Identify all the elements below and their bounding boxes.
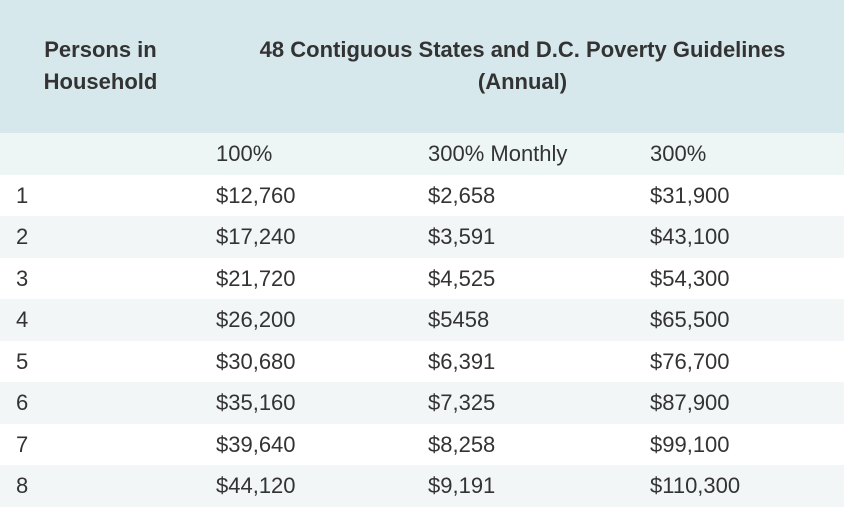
table-row: 3 $21,720 $4,525 $54,300 — [0, 257, 844, 299]
pct100-cell: $26,200 — [216, 307, 296, 332]
pct300-cell: $110,300 — [650, 473, 741, 498]
subheader-100-percent: 100% — [216, 141, 273, 166]
pct300-cell: $87,900 — [650, 390, 730, 415]
pct100-cell: $35,160 — [216, 390, 296, 415]
pct100-cell: $30,680 — [216, 348, 296, 374]
persons-cell: 4 — [16, 307, 29, 332]
monthly300-cell: $3,591 — [428, 224, 496, 249]
pct100-cell: $44,120 — [216, 473, 296, 498]
guidelines-header-line-2: (Annual) — [477, 69, 568, 94]
pct300-cell: $76,700 — [650, 348, 730, 374]
pct300-cell: $99,100 — [650, 431, 730, 457]
subheader-300-percent: 300% — [650, 141, 707, 166]
column-subheader-row: 100% 300% Monthly 300% — [0, 133, 844, 175]
persons-cell: 5 — [16, 348, 29, 374]
monthly300-cell: $4,525 — [428, 265, 496, 291]
pct300-cell: $54,300 — [650, 265, 730, 291]
monthly300-cell: $9,191 — [428, 473, 496, 498]
persons-cell: 8 — [16, 473, 29, 498]
poverty-guidelines-header: 48 Contiguous States and D.C. Poverty Gu… — [201, 34, 844, 98]
table-header: Persons in Household 48 Contiguous State… — [0, 0, 844, 133]
monthly300-cell: $7,325 — [428, 390, 496, 415]
pct100-cell: $12,760 — [216, 182, 296, 208]
persons-header-line-2: Household — [43, 69, 158, 94]
table-row: 6 $35,160 $7,325 $87,900 — [0, 382, 844, 424]
pct100-cell: $21,720 — [216, 265, 296, 291]
pct100-cell: $17,240 — [216, 224, 296, 249]
monthly300-cell: $5458 — [428, 307, 490, 332]
table-row: 5 $30,680 $6,391 $76,700 — [0, 340, 844, 382]
pct300-cell: $31,900 — [650, 182, 730, 208]
monthly300-cell: $6,391 — [428, 348, 496, 374]
table-row: 7 $39,640 $8,258 $99,100 — [0, 423, 844, 465]
persons-cell: 2 — [16, 224, 29, 249]
table-row: 1 $12,760 $2,658 $31,900 — [0, 174, 844, 216]
pct300-cell: $43,100 — [650, 224, 730, 249]
guidelines-header-line-1: 48 Contiguous States and D.C. Poverty Gu… — [259, 37, 786, 62]
table-row: 4 $26,200 $5458 $65,500 — [0, 299, 844, 341]
persons-cell: 7 — [16, 431, 29, 457]
subheader-300-percent-monthly: 300% Monthly — [428, 141, 568, 166]
persons-cell: 1 — [16, 182, 29, 208]
persons-cell: 3 — [16, 265, 29, 291]
table-row: 2 $17,240 $3,591 $43,100 — [0, 216, 844, 258]
pct300-cell: $65,500 — [650, 307, 730, 332]
table-row: 8 $44,120 $9,191 $110,300 — [0, 465, 844, 507]
pct100-cell: $39,640 — [216, 431, 296, 457]
persons-header-line-1: Persons in — [44, 37, 157, 62]
persons-in-household-header: Persons in Household — [0, 34, 201, 98]
monthly300-cell: $2,658 — [428, 182, 496, 208]
persons-cell: 6 — [16, 390, 29, 415]
monthly300-cell: $8,258 — [428, 431, 496, 457]
